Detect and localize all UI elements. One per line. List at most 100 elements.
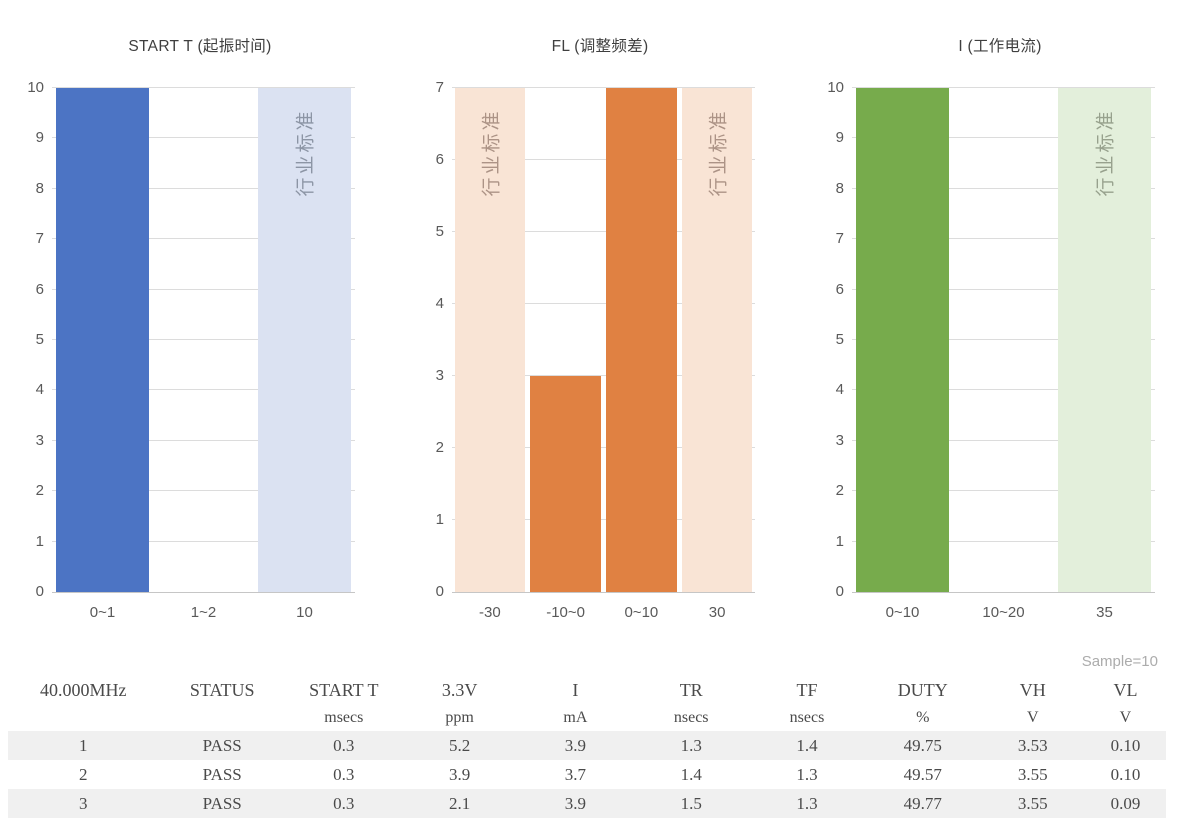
table-cell: 1.4 bbox=[680, 764, 702, 784]
table-cell: 0.3 bbox=[333, 764, 355, 784]
chart-section-2: FL (调整频差) 0 1 2 3 4 5 6 7 行业标准 行业标准 -30 -10~0 0~10… bbox=[400, 0, 800, 645]
table-cell: PASS bbox=[202, 793, 242, 813]
y-tick-label: 5 bbox=[835, 331, 844, 348]
table-cell: 0.3 bbox=[333, 735, 355, 755]
table-cell: 3.55 bbox=[1017, 793, 1048, 813]
industry-standard-label: 行业标准 bbox=[295, 107, 317, 197]
column-header: I bbox=[572, 679, 579, 700]
y-tick-label: 3 bbox=[835, 431, 844, 449]
chart-title: I (工作电流) bbox=[958, 38, 1042, 55]
y-tick-label: 1 bbox=[35, 532, 44, 550]
y-tick-label: 7 bbox=[35, 230, 44, 248]
x-tick-label: -30 bbox=[479, 604, 501, 621]
table-cell: 1 bbox=[79, 735, 88, 755]
table-cell: 0.10 bbox=[1110, 764, 1141, 784]
x-axis: -30 -10~0 0~10 30 bbox=[452, 604, 755, 624]
column-header: START T bbox=[309, 679, 379, 700]
y-axis: 0 1 2 3 4 5 6 7 8 9 10 bbox=[800, 79, 844, 600]
gridline bbox=[452, 519, 755, 520]
y-tick-label: 2 bbox=[835, 482, 844, 500]
gridline bbox=[852, 87, 1155, 88]
sample-count-note: Sample=10 bbox=[1081, 653, 1158, 670]
table-cell: 2.1 bbox=[448, 793, 471, 813]
bar-measurement bbox=[606, 88, 677, 592]
x-tick-label: 0~1 bbox=[89, 604, 116, 621]
gridline bbox=[452, 303, 755, 304]
gridline bbox=[452, 159, 755, 160]
y-axis: 0 1 2 3 4 5 6 7 bbox=[400, 79, 444, 600]
plot-area: 行业标准 bbox=[52, 87, 355, 593]
chart-title: FL (调整频差) bbox=[551, 38, 649, 55]
gridline bbox=[52, 238, 355, 240]
y-tick-label: 4 bbox=[435, 295, 444, 312]
gridline bbox=[852, 137, 1155, 139]
results-table-container: 40.000MHz STATUS START T 3.3V I TR TF DUTY VH VL m… bbox=[8, 645, 1166, 818]
table-cell: 3.9 bbox=[448, 764, 471, 784]
y-tick-label: 0 bbox=[35, 583, 44, 600]
chart-section-3: I (工作电流) 0 1 2 3 4 5 6 7 8 9 10 行业标准 0~10 10~20 35 bbox=[800, 0, 1200, 645]
gridline bbox=[452, 87, 755, 88]
x-tick-label: -10~0 bbox=[546, 604, 586, 621]
chart-title: START T (起振时间) bbox=[128, 38, 272, 55]
y-tick-label: 0 bbox=[435, 583, 444, 600]
industry-standard-label-wrap: 行业标准 bbox=[455, 100, 525, 204]
table-cell: 3.9 bbox=[564, 735, 587, 755]
y-tick-label: 6 bbox=[35, 280, 44, 298]
y-tick-label: 8 bbox=[35, 179, 44, 197]
table-row: 2 PASS 0.3 3.9 3.7 1.4 1.3 49.57 3.55 0.10 bbox=[8, 760, 1166, 789]
column-unit: V bbox=[1027, 709, 1039, 726]
y-tick-label: 10 bbox=[827, 79, 844, 96]
gridline bbox=[452, 447, 755, 448]
table-cell: 3.55 bbox=[1017, 764, 1048, 784]
gridline bbox=[852, 238, 1155, 240]
y-tick-label: 0 bbox=[835, 583, 844, 600]
table-cell: 49.57 bbox=[903, 764, 942, 784]
table-cell: 0.3 bbox=[333, 793, 355, 813]
gridline bbox=[52, 389, 355, 391]
table-header-unit-row: msecs ppm mA nsecs nsecs% V V bbox=[8, 705, 1166, 731]
gridline bbox=[52, 540, 355, 542]
y-tick-label: 6 bbox=[435, 151, 444, 168]
column-header: DUTY bbox=[897, 679, 948, 700]
bar-measurement bbox=[55, 88, 150, 592]
y-tick-label: 5 bbox=[435, 223, 444, 240]
column-unit: msecs bbox=[324, 709, 364, 726]
column-header: VL bbox=[1113, 679, 1138, 700]
gridline bbox=[52, 490, 355, 492]
gridline bbox=[852, 490, 1155, 492]
industry-standard-label-wrap: 行业标准 bbox=[682, 100, 752, 204]
x-tick-label: 0~10 bbox=[624, 604, 659, 621]
table-cell: 1.4 bbox=[796, 735, 818, 755]
y-tick-label: 2 bbox=[435, 439, 444, 456]
chart-section-1: START T (起振时间) 0 1 2 3 4 5 6 7 8 9 10 行业标准 0~1 1~2 1… bbox=[0, 0, 400, 645]
gridline bbox=[52, 439, 355, 441]
x-tick-label: 1~2 bbox=[190, 604, 217, 621]
plot-area: 行业标准 bbox=[852, 87, 1155, 593]
gridline bbox=[52, 137, 355, 139]
bar-measurement bbox=[855, 88, 950, 592]
table-row: 3 PASS 0.3 2.1 3.9 1.5 1.3 49.77 3.55 0.09 bbox=[8, 789, 1166, 818]
y-tick-label: 5 bbox=[35, 331, 44, 348]
x-axis: 0~1 1~2 10 bbox=[52, 604, 355, 624]
table-row: 1 PASS 0.3 5.2 3.9 1.3 1.4 49.75 3.53 0.10 bbox=[8, 731, 1166, 760]
table-cell: 1.3 bbox=[796, 764, 818, 784]
gridline bbox=[452, 375, 755, 376]
x-tick-label: 35 bbox=[1096, 604, 1113, 621]
table-header-label-row: 40.000MHz STATUS START T 3.3V I TR TF DUTY VH VL bbox=[8, 675, 1166, 705]
table-body: 1 PASS 0.3 5.2 3.9 1.3 1.4 49.75 3.53 0.10 2 PASS 0.… bbox=[8, 731, 1166, 818]
gridline bbox=[52, 288, 355, 290]
y-tick-label: 2 bbox=[35, 482, 44, 500]
column-unit: % bbox=[916, 709, 930, 726]
bar-industry-standard: 行业标准 bbox=[257, 88, 352, 592]
table-cell: 49.77 bbox=[903, 793, 942, 813]
gridline bbox=[52, 187, 355, 189]
y-tick-label: 9 bbox=[835, 129, 844, 147]
table-cell: 1.5 bbox=[680, 793, 702, 813]
industry-standard-label: 行业标准 bbox=[481, 107, 503, 197]
results-table: 40.000MHz STATUS START T 3.3V I TR TF DUTY VH VL m… bbox=[8, 675, 1166, 818]
y-tick-label: 4 bbox=[35, 381, 44, 399]
column-unit bbox=[159, 705, 286, 731]
table-cell: 49.75 bbox=[903, 735, 942, 755]
plot-area: 行业标准 行业标准 bbox=[452, 87, 755, 593]
